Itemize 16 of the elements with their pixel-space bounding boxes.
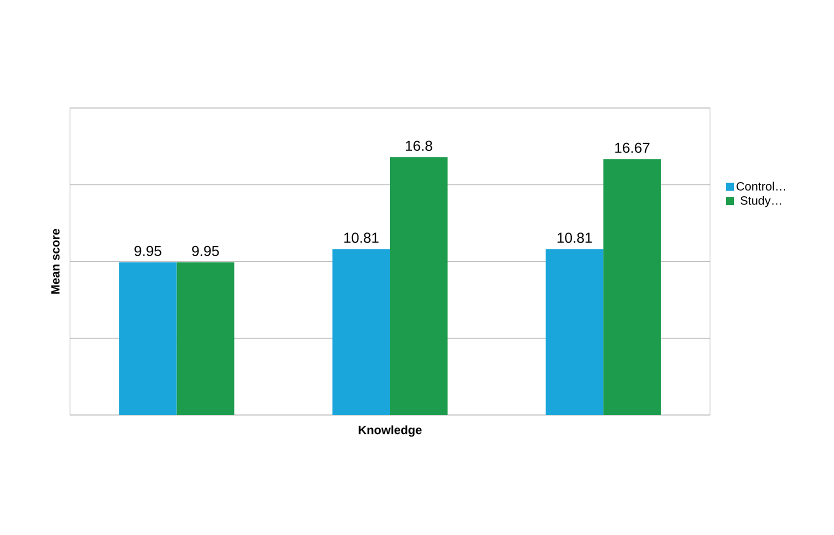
y-axis-title: Mean score: [51, 228, 60, 294]
bar: [603, 159, 661, 415]
data-label: 10.81: [344, 232, 379, 243]
data-label: 9.95: [192, 246, 219, 256]
data-label: 9.95: [134, 246, 162, 256]
legend-label: Control…: [736, 182, 786, 191]
bar: [390, 157, 448, 415]
data-label: 10.81: [558, 232, 592, 243]
data-label: 16.67: [615, 142, 650, 153]
bar: [546, 249, 604, 415]
bar: [176, 262, 234, 415]
data-label: 16.8: [406, 140, 432, 151]
bar: [332, 249, 390, 415]
x-axis-title: Knowledge: [358, 425, 422, 437]
bar: [119, 262, 177, 415]
legend-label: Study…: [740, 196, 782, 208]
